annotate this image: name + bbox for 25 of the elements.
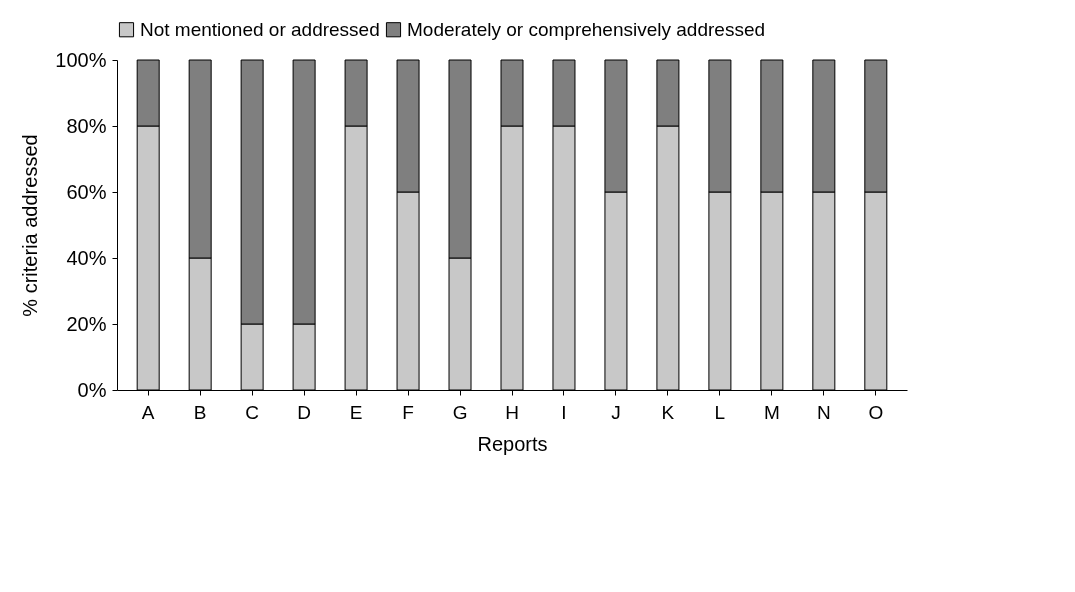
x-tick-label: C <box>245 401 259 423</box>
x-tick-label: N <box>816 401 831 423</box>
y-tick-label: 40% <box>66 246 107 269</box>
x-tick-label: J <box>611 401 621 423</box>
legend-label: Moderately or comprehensively addressed <box>407 18 766 40</box>
x-tick-label: E <box>349 401 363 423</box>
x-axis-title: Reports <box>477 432 548 455</box>
y-tick-label: 100% <box>55 48 107 71</box>
y-tick-label: 60% <box>66 180 107 203</box>
x-tick-label: F <box>402 401 414 423</box>
x-tick-label: H <box>505 401 519 423</box>
x-tick-label: B <box>193 401 207 423</box>
x-tick-label: A <box>141 401 155 423</box>
x-tick-label: O <box>868 401 884 423</box>
x-tick-label: D <box>297 401 311 423</box>
x-tick-label: G <box>452 401 468 423</box>
y-tick-label: 80% <box>66 114 107 137</box>
x-tick-label: I <box>561 401 567 423</box>
legend-label: Not mentioned or addressed <box>140 18 380 40</box>
y-axis-title: % criteria addressed <box>19 134 42 317</box>
x-tick-label: L <box>714 401 726 423</box>
y-tick-label: 20% <box>66 312 107 335</box>
x-tick-label: M <box>763 401 780 423</box>
x-tick-label: K <box>661 401 675 423</box>
y-tick-label: 0% <box>77 378 107 401</box>
